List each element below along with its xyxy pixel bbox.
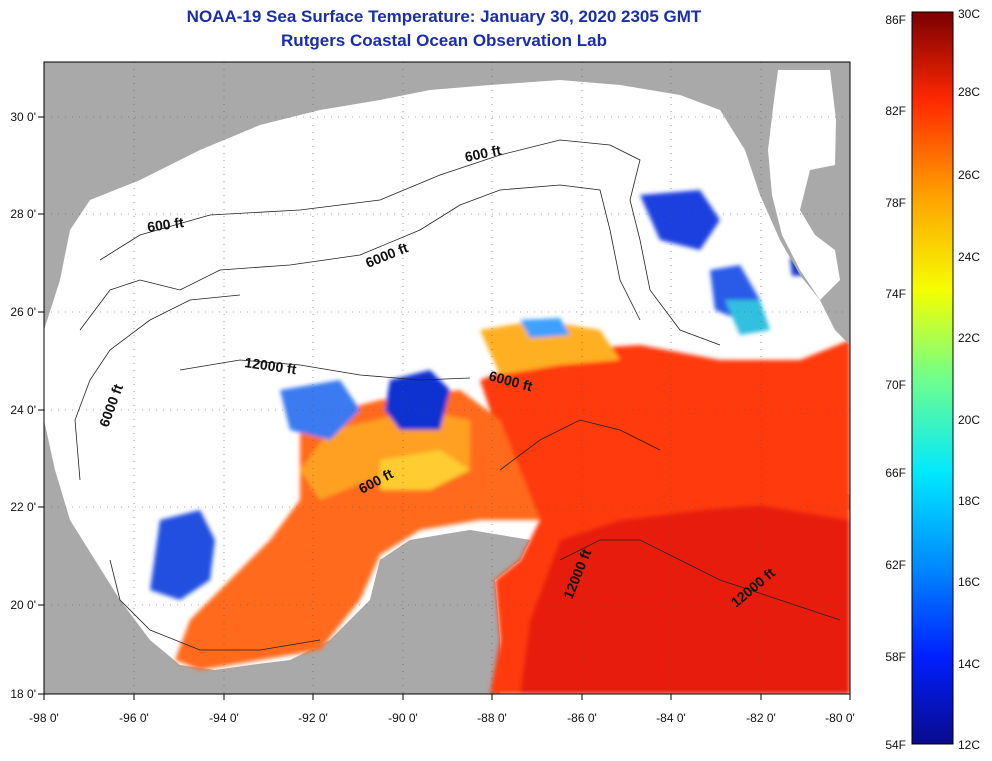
florida-cloud-area (768, 70, 840, 300)
yucatan-landmass (330, 530, 530, 694)
sst-layer (150, 168, 850, 694)
longitude-label: -82 0' (746, 711, 776, 725)
longitude-label: -86 0' (567, 711, 597, 725)
fahrenheit-label: 62F (885, 558, 906, 572)
colorbar-celsius-labels: 30C 28C 26C 24C 22C 20C 18C 16C 14C 12C (958, 7, 980, 752)
celsius-label: 16C (958, 575, 980, 589)
latitude-label: 20 0' (10, 598, 36, 612)
latitude-label: 28 0' (10, 207, 36, 221)
fahrenheit-label: 78F (885, 196, 906, 210)
depth-label: 12000 ft (244, 354, 298, 377)
longitude-label: -84 0' (656, 711, 686, 725)
celsius-label: 20C (958, 413, 980, 427)
map-title: NOAA-19 Sea Surface Temperature: January… (186, 7, 702, 26)
latitude-label: 22 0' (10, 500, 36, 514)
celsius-label: 26C (958, 168, 980, 182)
colorbar: 86F 82F 78F 74F 70F 66F 62F 58F 54F 30C … (885, 7, 980, 752)
axis-ticks (38, 116, 851, 700)
map-frame: 600 ft 600 ft 6000 ft 6000 ft 12000 ft 6… (43, 61, 851, 695)
latitude-label: 30 0' (10, 110, 36, 124)
celsius-label: 14C (958, 657, 980, 671)
colorbar-gradient (911, 11, 954, 745)
grid-lines (44, 62, 850, 694)
fahrenheit-label: 74F (885, 287, 906, 301)
longitude-label: -96 0' (119, 711, 149, 725)
fahrenheit-label: 82F (885, 104, 906, 118)
latitude-label: 24 0' (10, 403, 36, 417)
fahrenheit-label: 54F (885, 738, 906, 752)
celsius-label: 28C (958, 85, 980, 99)
longitude-label: -80 0' (825, 711, 855, 725)
fahrenheit-label: 70F (885, 378, 906, 392)
longitude-labels: -98 0' -96 0' -94 0' -92 0' -90 0' -88 0… (29, 711, 855, 725)
celsius-label: 22C (958, 331, 980, 345)
colorbar-fahrenheit-labels: 86F 82F 78F 74F 70F 66F 62F 58F 54F (885, 13, 906, 752)
celsius-label: 12C (958, 738, 980, 752)
latitude-labels: 30 0' 28 0' 26 0' 24 0' 22 0' 20 0' 18 0… (10, 110, 36, 701)
fahrenheit-label: 86F (885, 13, 906, 27)
celsius-label: 24C (958, 250, 980, 264)
fahrenheit-label: 58F (885, 650, 906, 664)
depth-contours (74, 139, 841, 651)
depth-label: 600 ft (146, 214, 185, 235)
celsius-label: 18C (958, 494, 980, 508)
longitude-label: -90 0' (388, 711, 418, 725)
map-subtitle: Rutgers Coastal Ocean Observation Lab (281, 31, 607, 50)
fahrenheit-label: 66F (885, 466, 906, 480)
depth-label: 600 ft (463, 142, 502, 165)
longitude-label: -94 0' (209, 711, 239, 725)
latitude-label: 18 0' (10, 687, 36, 701)
celsius-label: 30C (958, 7, 980, 21)
latitude-label: 26 0' (10, 305, 36, 319)
longitude-label: -92 0' (298, 711, 328, 725)
longitude-label: -88 0' (477, 711, 507, 725)
longitude-label: -98 0' (29, 711, 59, 725)
